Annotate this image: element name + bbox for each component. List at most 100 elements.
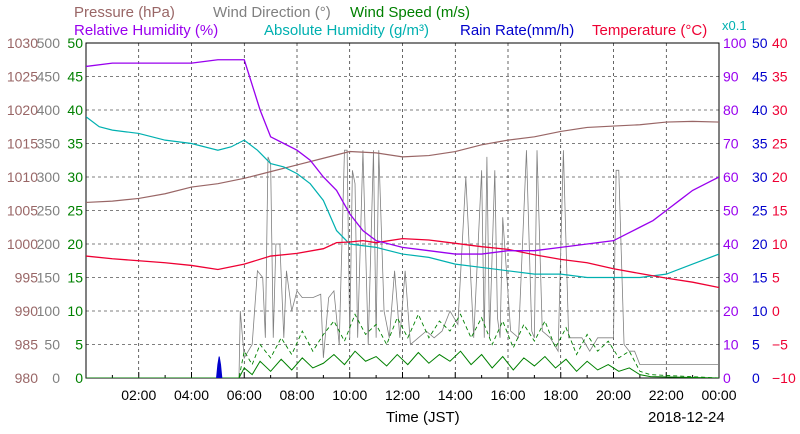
pressure-tick-label: 995 xyxy=(15,270,39,286)
temperature-tick-label: 10 xyxy=(772,236,788,252)
rain_rate-tick-label: 40 xyxy=(752,102,768,118)
date-label: 2018-12-24 xyxy=(648,409,725,426)
pressure-tick-label: 985 xyxy=(15,337,39,353)
x-axis: 02:00 04:00 06:00 08:00 10:00 12:00 14:00 16:00… xyxy=(85,372,737,403)
relative_humidity-tick-label: 60 xyxy=(723,169,739,185)
rain_rate-tick-label: 0 xyxy=(752,370,760,386)
pressure-tick-label: 1015 xyxy=(7,136,38,152)
x-tick-label: 10:00 xyxy=(332,387,367,403)
rain_rate-tick-label: 50 xyxy=(752,35,768,51)
wind_speed-tick-label: 40 xyxy=(67,102,83,118)
temperature-tick-label: 0 xyxy=(772,303,780,319)
temperature-tick-label: 20 xyxy=(772,169,788,185)
temperature-tick-label: −10 xyxy=(772,370,796,386)
wind_direction-tick-label: 100 xyxy=(37,303,61,319)
relative_humidity-tick-label: 10 xyxy=(723,337,739,353)
relative_humidity-tick-label: 30 xyxy=(723,270,739,286)
grid xyxy=(86,43,719,378)
legend-wind-speed: Wind Speed (m/s) xyxy=(350,4,470,21)
temperature-line xyxy=(86,237,719,289)
wind_direction-tick-label: 500 xyxy=(37,35,61,51)
rain_rate-tick-label: 10 xyxy=(752,303,768,319)
legend-rain-rate: Rain Rate(mm/h) xyxy=(460,22,574,39)
pressure-tick-label: 1005 xyxy=(7,203,38,219)
pressure-tick-label: 1000 xyxy=(7,236,38,252)
rain_rate-tick-label: 20 xyxy=(752,236,768,252)
temperature-tick-label: 30 xyxy=(772,102,788,118)
rain_rate-tick-label: 5 xyxy=(752,337,760,353)
relative_humidity-tick-label: 90 xyxy=(723,69,739,85)
temperature-tick-label: 5 xyxy=(772,270,780,286)
relative_humidity-tick-label: 0 xyxy=(723,370,731,386)
wind_direction-tick-label: 150 xyxy=(37,270,61,286)
legend-absolute-humidity: Absolute Humidity (g/m³) xyxy=(264,22,429,39)
wind_direction-tick-label: 400 xyxy=(37,102,61,118)
pressure-tick-label: 1010 xyxy=(7,169,38,185)
wind-speed-line xyxy=(86,350,719,378)
x-tick-label: 20:00 xyxy=(596,387,631,403)
relative-humidity-line xyxy=(86,59,719,255)
pressure-tick-label: 990 xyxy=(15,303,39,319)
series-group xyxy=(86,59,719,378)
wind_direction-tick-label: 350 xyxy=(37,136,61,152)
relative_humidity-tick-label: 80 xyxy=(723,102,739,118)
rain_rate-tick-label: 15 xyxy=(752,270,768,286)
x-tick-label: 16:00 xyxy=(490,387,525,403)
temperature-tick-label: 40 xyxy=(772,35,788,51)
wind_direction-tick-label: 450 xyxy=(37,69,61,85)
x-tick-label: 04:00 xyxy=(174,387,209,403)
y-axes: 1030102510201015101010051000995990985980… xyxy=(7,35,796,386)
x-tick-label: 02:00 xyxy=(121,387,156,403)
relative_humidity-tick-label: 20 xyxy=(723,303,739,319)
temperature-tick-label: 35 xyxy=(772,69,788,85)
x-tick-label: 00:00 xyxy=(701,387,736,403)
x-tick-label: 22:00 xyxy=(649,387,684,403)
pressure-tick-label: 1025 xyxy=(7,69,38,85)
rain_rate-tick-label: 25 xyxy=(752,203,768,219)
legend-wind-direction: Wind Direction (°) xyxy=(213,4,331,21)
wind_speed-tick-label: 25 xyxy=(67,203,83,219)
temperature-tick-label: 25 xyxy=(772,136,788,152)
rain_rate-tick-label: 45 xyxy=(752,69,768,85)
x-tick-label: 18:00 xyxy=(543,387,578,403)
temperature-tick-label: 15 xyxy=(772,203,788,219)
temperature-tick-label: −5 xyxy=(772,337,788,353)
wind_direction-tick-label: 200 xyxy=(37,236,61,252)
absolute-humidity-line xyxy=(86,116,719,279)
x-tick-label: 06:00 xyxy=(227,387,262,403)
wind_direction-tick-label: 50 xyxy=(44,337,60,353)
wind_direction-tick-label: 0 xyxy=(52,370,60,386)
x-axis-label: Time (JST) xyxy=(386,409,460,426)
wind_speed-tick-label: 35 xyxy=(67,136,83,152)
relative_humidity-tick-label: 40 xyxy=(723,236,739,252)
wind_speed-tick-label: 30 xyxy=(67,169,83,185)
relative_humidity-tick-label: 100 xyxy=(723,35,747,51)
relative_humidity-tick-label: 50 xyxy=(723,203,739,219)
wind-direction-line xyxy=(86,149,719,378)
wind_direction-tick-label: 250 xyxy=(37,203,61,219)
rain-rate-area xyxy=(216,356,223,378)
wind_speed-tick-label: 45 xyxy=(67,69,83,85)
wind_speed-tick-label: 20 xyxy=(67,236,83,252)
wind_speed-tick-label: 15 xyxy=(67,270,83,286)
legend-x0.1: x0.1 xyxy=(722,18,747,33)
x-tick-label: 14:00 xyxy=(438,387,473,403)
pressure-tick-label: 1030 xyxy=(7,35,38,51)
relative_humidity-tick-label: 70 xyxy=(723,136,739,152)
pressure-tick-label: 980 xyxy=(15,370,39,386)
pressure-line xyxy=(86,120,719,204)
wind_direction-tick-label: 300 xyxy=(37,169,61,185)
rain_rate-tick-label: 35 xyxy=(752,136,768,152)
wind_speed-tick-label: 0 xyxy=(75,370,83,386)
wind_speed-tick-label: 5 xyxy=(75,337,83,353)
legend-temperature: Temperature (°C) xyxy=(592,22,707,39)
rain_rate-tick-label: 30 xyxy=(752,169,768,185)
x-tick-label: 08:00 xyxy=(279,387,314,403)
wind-speed-gust-line xyxy=(86,313,719,378)
legend-relative-humidity: Relative Humidity (%) xyxy=(74,22,218,39)
pressure-tick-label: 1020 xyxy=(7,102,38,118)
x-tick-label: 12:00 xyxy=(385,387,420,403)
wind_speed-tick-label: 50 xyxy=(67,35,83,51)
wind_speed-tick-label: 10 xyxy=(67,303,83,319)
